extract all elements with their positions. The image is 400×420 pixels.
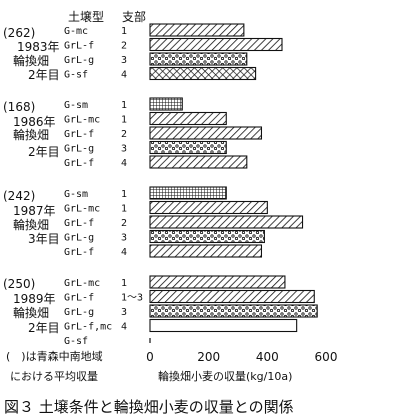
branch-label: 3 xyxy=(121,55,127,66)
bar xyxy=(149,318,298,333)
bar xyxy=(149,155,248,169)
soil-label: GrL-f,mc xyxy=(64,322,112,333)
bar xyxy=(149,140,227,155)
group-1-year: 1983年 xyxy=(17,40,60,54)
group-1-avg: (262) xyxy=(3,26,35,40)
x-axis-ticks: 0 200 400 600 xyxy=(146,350,337,364)
branch-label: 2 xyxy=(121,218,127,229)
group-4-year: 1989年 xyxy=(13,292,56,306)
branch-label: 1〜3 xyxy=(121,293,143,304)
branch-label: 1 xyxy=(121,26,127,37)
branch-label: 4 xyxy=(121,70,127,81)
branch-label: 3 xyxy=(121,144,127,155)
group-2-nth: 2年目 xyxy=(28,145,60,159)
bar xyxy=(149,215,304,229)
note-line-1: ( )は青森中南地域 xyxy=(6,349,103,363)
branch-label: 1 xyxy=(121,115,127,126)
header-soil-type: 土壌型 xyxy=(68,10,104,24)
group-1-field: 輪換畑 xyxy=(13,53,49,68)
soil-label: G-sf xyxy=(64,70,88,81)
soil-label: G-sm xyxy=(64,189,88,200)
bar xyxy=(149,275,286,289)
soil-label: GrL-g xyxy=(64,307,94,318)
group-3-nth: 3年目 xyxy=(28,232,60,246)
group-2-field: 輪換畑 xyxy=(13,127,49,142)
bar xyxy=(149,304,318,318)
bar xyxy=(149,52,248,66)
branch-label: 4 xyxy=(121,158,127,169)
header-branch: 支部 xyxy=(122,9,146,24)
branch-label: 4 xyxy=(121,247,127,258)
soil-label: GrL-mc xyxy=(64,115,100,126)
group-3-field: 輪換畑 xyxy=(13,217,49,232)
bar xyxy=(149,66,257,81)
group-4-nth: 2年目 xyxy=(28,321,60,335)
soil-label: G-sm xyxy=(64,100,88,111)
bar xyxy=(149,37,283,52)
soil-label: GrL-f xyxy=(64,41,94,52)
group-3-avg: (242) xyxy=(3,189,35,203)
soil-label: GrL-f xyxy=(64,158,94,169)
x-tick-label: 400 xyxy=(256,350,279,364)
bar xyxy=(149,229,265,244)
bar xyxy=(149,111,227,126)
group-4-field: 輪換畑 xyxy=(13,305,49,320)
soil-label: GrL-f xyxy=(64,218,94,229)
branch-label: 2 xyxy=(121,129,127,140)
group-2-year: 1986年 xyxy=(13,115,56,129)
soil-label: GrL-f xyxy=(64,247,94,258)
note-line-2: における平均収量 xyxy=(10,370,98,383)
bar xyxy=(149,126,263,140)
soil-label: GrL-g xyxy=(64,144,94,155)
branch-label: 1 xyxy=(121,189,127,200)
soil-label: GrL-g xyxy=(64,55,94,66)
x-tick-label: 0 xyxy=(146,350,154,364)
bar xyxy=(149,97,183,111)
soil-label: GrL-f xyxy=(64,129,94,140)
bar xyxy=(149,200,268,215)
soil-label: GrL-mc xyxy=(64,204,100,215)
bar xyxy=(149,186,227,200)
branch-label: 3 xyxy=(121,307,127,318)
branch-label: 3 xyxy=(121,233,127,244)
soil-label: GrL-g xyxy=(64,233,94,244)
branch-label: 2 xyxy=(121,41,127,52)
figure-caption: 図３ 土壌条件と輪換畑小麦の収量との関係 xyxy=(4,398,294,416)
bars-layer: G-mc 1 GrL-f 2 GrL-g 3 G-sf 4 G-sm 1 GrL-mc 1 GrL-f 2… xyxy=(64,23,318,347)
x-tick-label: 200 xyxy=(197,350,220,364)
x-tick-label: 600 xyxy=(315,350,338,364)
branch-label: 1 xyxy=(121,100,127,111)
bar xyxy=(149,289,315,304)
soil-label: GrL-f xyxy=(64,293,94,304)
branch-label: 1 xyxy=(121,278,127,289)
group-3-year: 1987年 xyxy=(13,204,56,218)
group-4-avg: (250) xyxy=(3,277,35,291)
branch-label: 1 xyxy=(121,204,127,215)
soil-label: G-sf xyxy=(64,336,88,347)
bar xyxy=(149,244,263,258)
soil-label: G-mc xyxy=(64,26,88,37)
branch-label: 4 xyxy=(121,322,127,333)
x-axis-label: 輪換畑小麦の収量(kg/10a) xyxy=(158,369,292,383)
soil-label: GrL-mc xyxy=(64,278,100,289)
bar xyxy=(149,23,245,37)
group-2-avg: (168) xyxy=(3,100,35,114)
group-1-nth: 2年目 xyxy=(28,68,60,82)
